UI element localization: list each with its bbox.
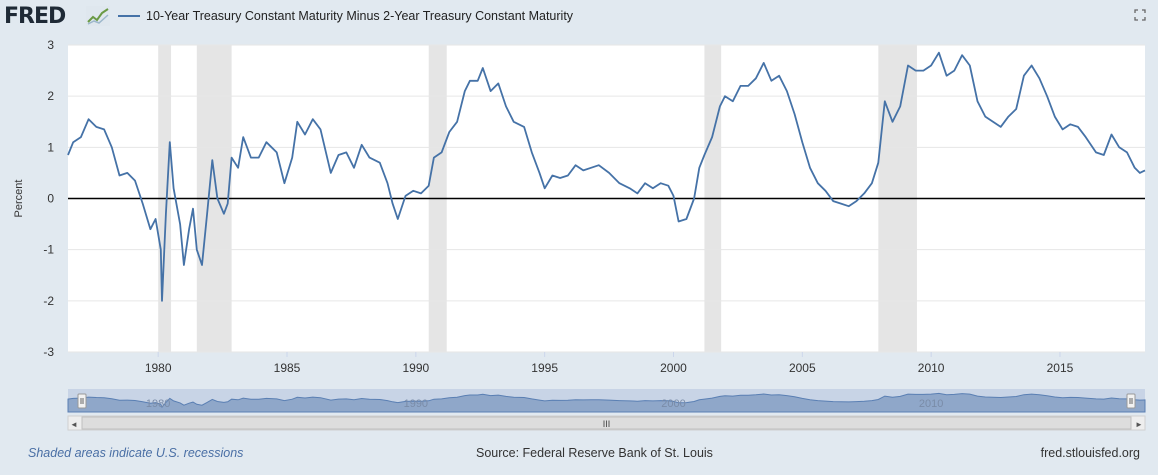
recessions-note-link[interactable]: Shaded areas indicate U.S. recessions	[28, 446, 244, 460]
navigator-series	[67, 392, 1146, 413]
scroll-left-arrow[interactable]: ◄	[70, 420, 78, 429]
x-tick-label: 2005	[789, 361, 816, 375]
x-tick-label: 2010	[918, 361, 945, 375]
series-line	[67, 51, 1146, 302]
source-note: Source: Federal Reserve Bank of St. Loui…	[476, 446, 713, 460]
navigator-year-label: 1990	[404, 398, 428, 410]
navigator-handle[interactable]	[1126, 393, 1136, 409]
x-tick-label: 1985	[274, 361, 301, 375]
navigator-year-label: 1980	[146, 398, 170, 410]
chart-area: 3 2 1 0 -1 -2 -3 1980 1985 1990 1995 2000 2005 2010 20…	[13, 38, 1146, 431]
x-tick-label: 1980	[145, 361, 172, 375]
chart-legend[interactable]: 10-Year Treasury Constant Maturity Minus…	[118, 7, 573, 25]
navigator-year-label: 2000	[661, 398, 685, 410]
x-tick-label: 2015	[1047, 361, 1074, 375]
fullscreen-icon[interactable]	[1134, 9, 1146, 21]
y-tick-label: -1	[43, 243, 54, 257]
x-tick-label: 1995	[531, 361, 558, 375]
y-axis-label: Percent	[13, 180, 25, 218]
chart-footer: Shaded areas indicate U.S. recessions So…	[0, 443, 1158, 467]
navigator-handle[interactable]	[77, 393, 87, 409]
y-tick-label: -2	[43, 294, 54, 308]
y-tick-label: 2	[47, 89, 54, 103]
legend-swatch	[118, 15, 140, 17]
navigator-year-label: 2010	[919, 398, 943, 410]
site-link[interactable]: fred.stlouisfed.org	[1040, 446, 1140, 460]
chart-header: FRED 10-Year Treasury Constant Maturity …	[0, 0, 1158, 34]
x-tick-label: 1990	[402, 361, 429, 375]
y-tick-label: 1	[47, 140, 54, 154]
y-tick-label: 3	[47, 38, 54, 52]
chart-line-icon	[86, 6, 110, 26]
fred-logo[interactable]: FRED	[4, 4, 66, 29]
scrollbar-grip: III	[603, 419, 611, 429]
y-tick-label: -3	[43, 345, 54, 359]
y-tick-label: 0	[47, 192, 54, 206]
legend-label: 10-Year Treasury Constant Maturity Minus…	[146, 9, 574, 23]
scrollbar-thumb[interactable]	[81, 416, 1132, 430]
scroll-right-arrow[interactable]: ►	[1135, 420, 1143, 429]
x-tick-label: 2000	[660, 361, 687, 375]
